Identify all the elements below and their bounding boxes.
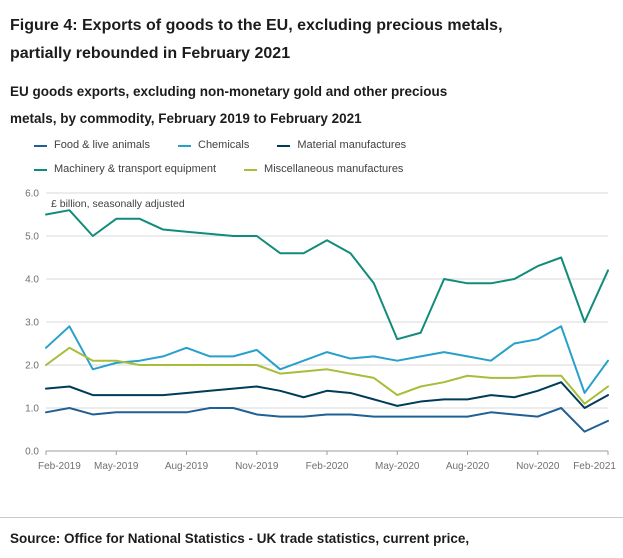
source-text: Source: Office for National Statistics -… [10, 531, 470, 546]
legend-swatch [244, 168, 258, 171]
y-axis-tick-label: 3.0 [25, 318, 39, 329]
series-line-chemicals [45, 325, 609, 394]
x-axis-tick-label: Aug-2019 [165, 461, 209, 472]
y-axis-unit-label: £ billion, seasonally adjusted [51, 198, 185, 210]
legend-swatch [277, 144, 291, 147]
y-axis-tick-label: 0.0 [25, 447, 39, 458]
y-axis-tick-label: 1.0 [25, 404, 39, 415]
legend-swatch [34, 168, 47, 171]
y-axis-tick-label: 2.0 [25, 361, 39, 372]
x-axis-tick-label: Nov-2019 [235, 461, 279, 472]
chart-subtitle-line-2: metals, by commodity, February 2019 to F… [10, 111, 362, 126]
chart-area: 0.0 1.0 2.0 3.0 4.0 5.0 6.0 Feb-2019 May-2019 Aug… [10, 181, 616, 477]
x-axis-tick-label: Feb-2020 [306, 461, 349, 472]
x-axis-tick-label: Aug-2020 [446, 461, 490, 472]
line-chart: 0.0 1.0 2.0 3.0 4.0 5.0 6.0 Feb-2019 May-2019 Aug… [25, 189, 616, 473]
footer-divider [0, 517, 623, 518]
series-line-food-live-animals [45, 407, 609, 433]
figure-title: Figure 4: Exports of goods to the EU, ex… [10, 12, 590, 68]
page: Figure 4: Exports of goods to the EU, ex… [0, 12, 623, 546]
figure-title-line-1: Figure 4: Exports of goods to the EU, ex… [10, 17, 503, 34]
legend-label: Machinery & transport equipment [54, 163, 217, 175]
legend-label: Chemicals [198, 139, 250, 151]
legend-label: Food & live animals [54, 139, 150, 151]
legend-item: Food & live animals [34, 138, 150, 153]
legend-swatch [34, 144, 47, 147]
chart-subtitle: EU goods exports, excluding non-monetary… [10, 78, 530, 132]
series-line-machinery-transport-equipment [45, 209, 609, 341]
series-line-material-manufactures [45, 381, 609, 409]
legend-swatch [178, 144, 191, 147]
figure-title-line-2: partially rebounded in February 2021 [10, 45, 291, 62]
legend-item: Machinery & transport equipment [34, 162, 216, 177]
x-axis-tick-label: Feb-2021 [573, 461, 616, 472]
y-axis-tick-label: 5.0 [25, 232, 39, 243]
series-line-miscellaneous-manufactures [45, 346, 609, 405]
legend-item: Material manufactures [277, 138, 406, 153]
chart-legend: Food & live animals Chemicals Material man… [34, 138, 594, 177]
x-axis-tick-label: Feb-2019 [38, 461, 81, 472]
legend-item: Chemicals [178, 138, 249, 153]
x-axis-tick-label: Nov-2020 [516, 461, 560, 472]
y-axis-tick-label: 4.0 [25, 275, 39, 286]
x-axis-tick-label: May-2019 [94, 461, 139, 472]
y-axis-tick-label: 6.0 [25, 189, 39, 200]
x-axis-tick-label: May-2020 [375, 461, 420, 472]
legend-label: Miscellaneous manufactures [264, 163, 404, 175]
legend-label: Material manufactures [297, 139, 407, 151]
chart-subtitle-line-1: EU goods exports, excluding non-monetary… [10, 84, 448, 99]
legend-item: Miscellaneous manufactures [244, 162, 403, 177]
